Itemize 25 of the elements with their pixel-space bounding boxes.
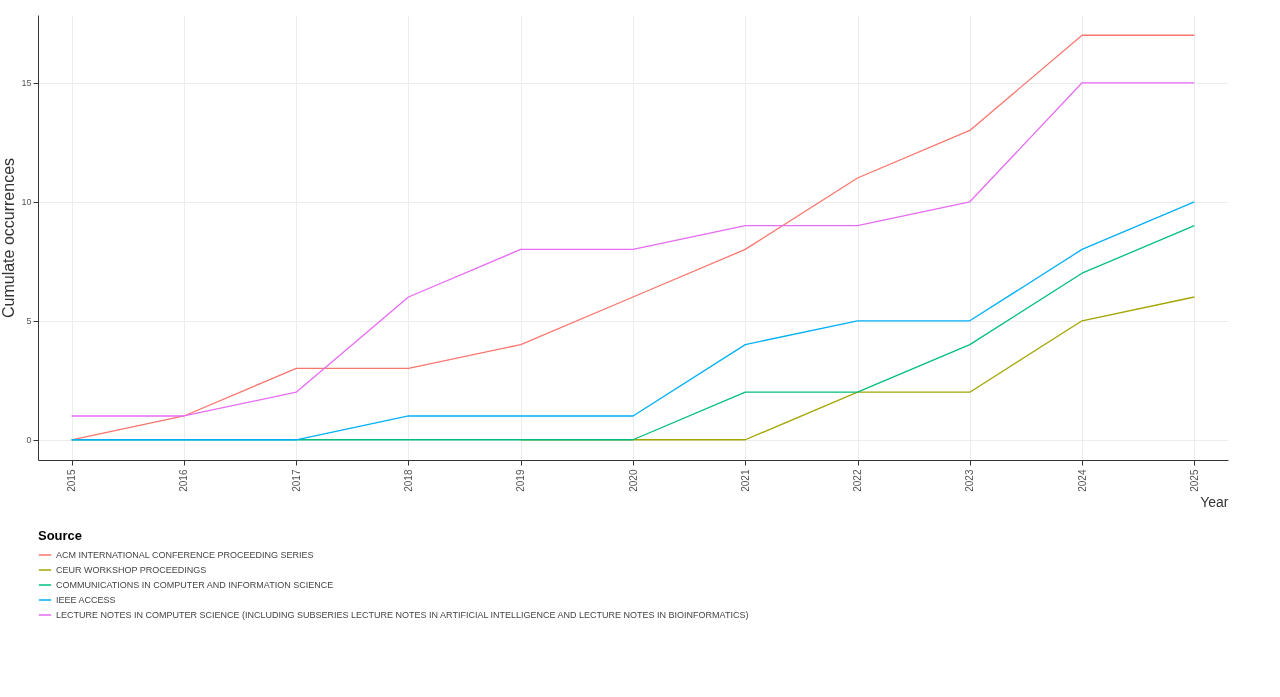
x-tick-label: 2020 xyxy=(627,469,639,492)
x-tick-label: 2024 xyxy=(1076,469,1088,492)
y-tick-label: 5 xyxy=(26,316,32,327)
y-tick-label: 0 xyxy=(26,435,32,446)
x-tick-label: 2019 xyxy=(515,469,527,492)
legend-label: COMMUNICATIONS IN COMPUTER AND INFORMATION SCIENCE xyxy=(56,580,334,590)
legend-title: Source xyxy=(38,528,83,543)
legend-label: CEUR WORKSHOP PROCEEDINGS xyxy=(56,565,207,575)
legend-label: ACM INTERNATIONAL CONFERENCE PROCEEDING SERIES xyxy=(56,550,314,560)
y-tick-label: 10 xyxy=(21,197,32,208)
x-tick-label: 2015 xyxy=(66,469,78,492)
x-tick-label: 2023 xyxy=(964,469,976,492)
x-tick-label: 2025 xyxy=(1188,469,1200,492)
x-tick-label: 2017 xyxy=(290,469,302,492)
x-tick-label: 2021 xyxy=(739,469,751,492)
y-tick-label: 15 xyxy=(21,78,32,89)
y-axis-title: Cumulate occurrences xyxy=(0,157,18,319)
x-axis-title: Year xyxy=(1200,493,1229,510)
legend-label: LECTURE NOTES IN COMPUTER SCIENCE (INCLUDING SUBSERIES LECTURE NOTES IN ARTIFICIAL INTELLIGENCE AND LECTURE NOTES IN BIOINFORMATICS) xyxy=(56,610,749,620)
line-series xyxy=(71,34,1195,441)
x-tick-label: 2016 xyxy=(178,469,190,492)
x-tick-label: 2022 xyxy=(852,469,864,492)
legend-label: IEEE ACCESS xyxy=(56,595,116,605)
x-tick-label: 2018 xyxy=(402,469,414,492)
line-series xyxy=(71,82,1195,417)
